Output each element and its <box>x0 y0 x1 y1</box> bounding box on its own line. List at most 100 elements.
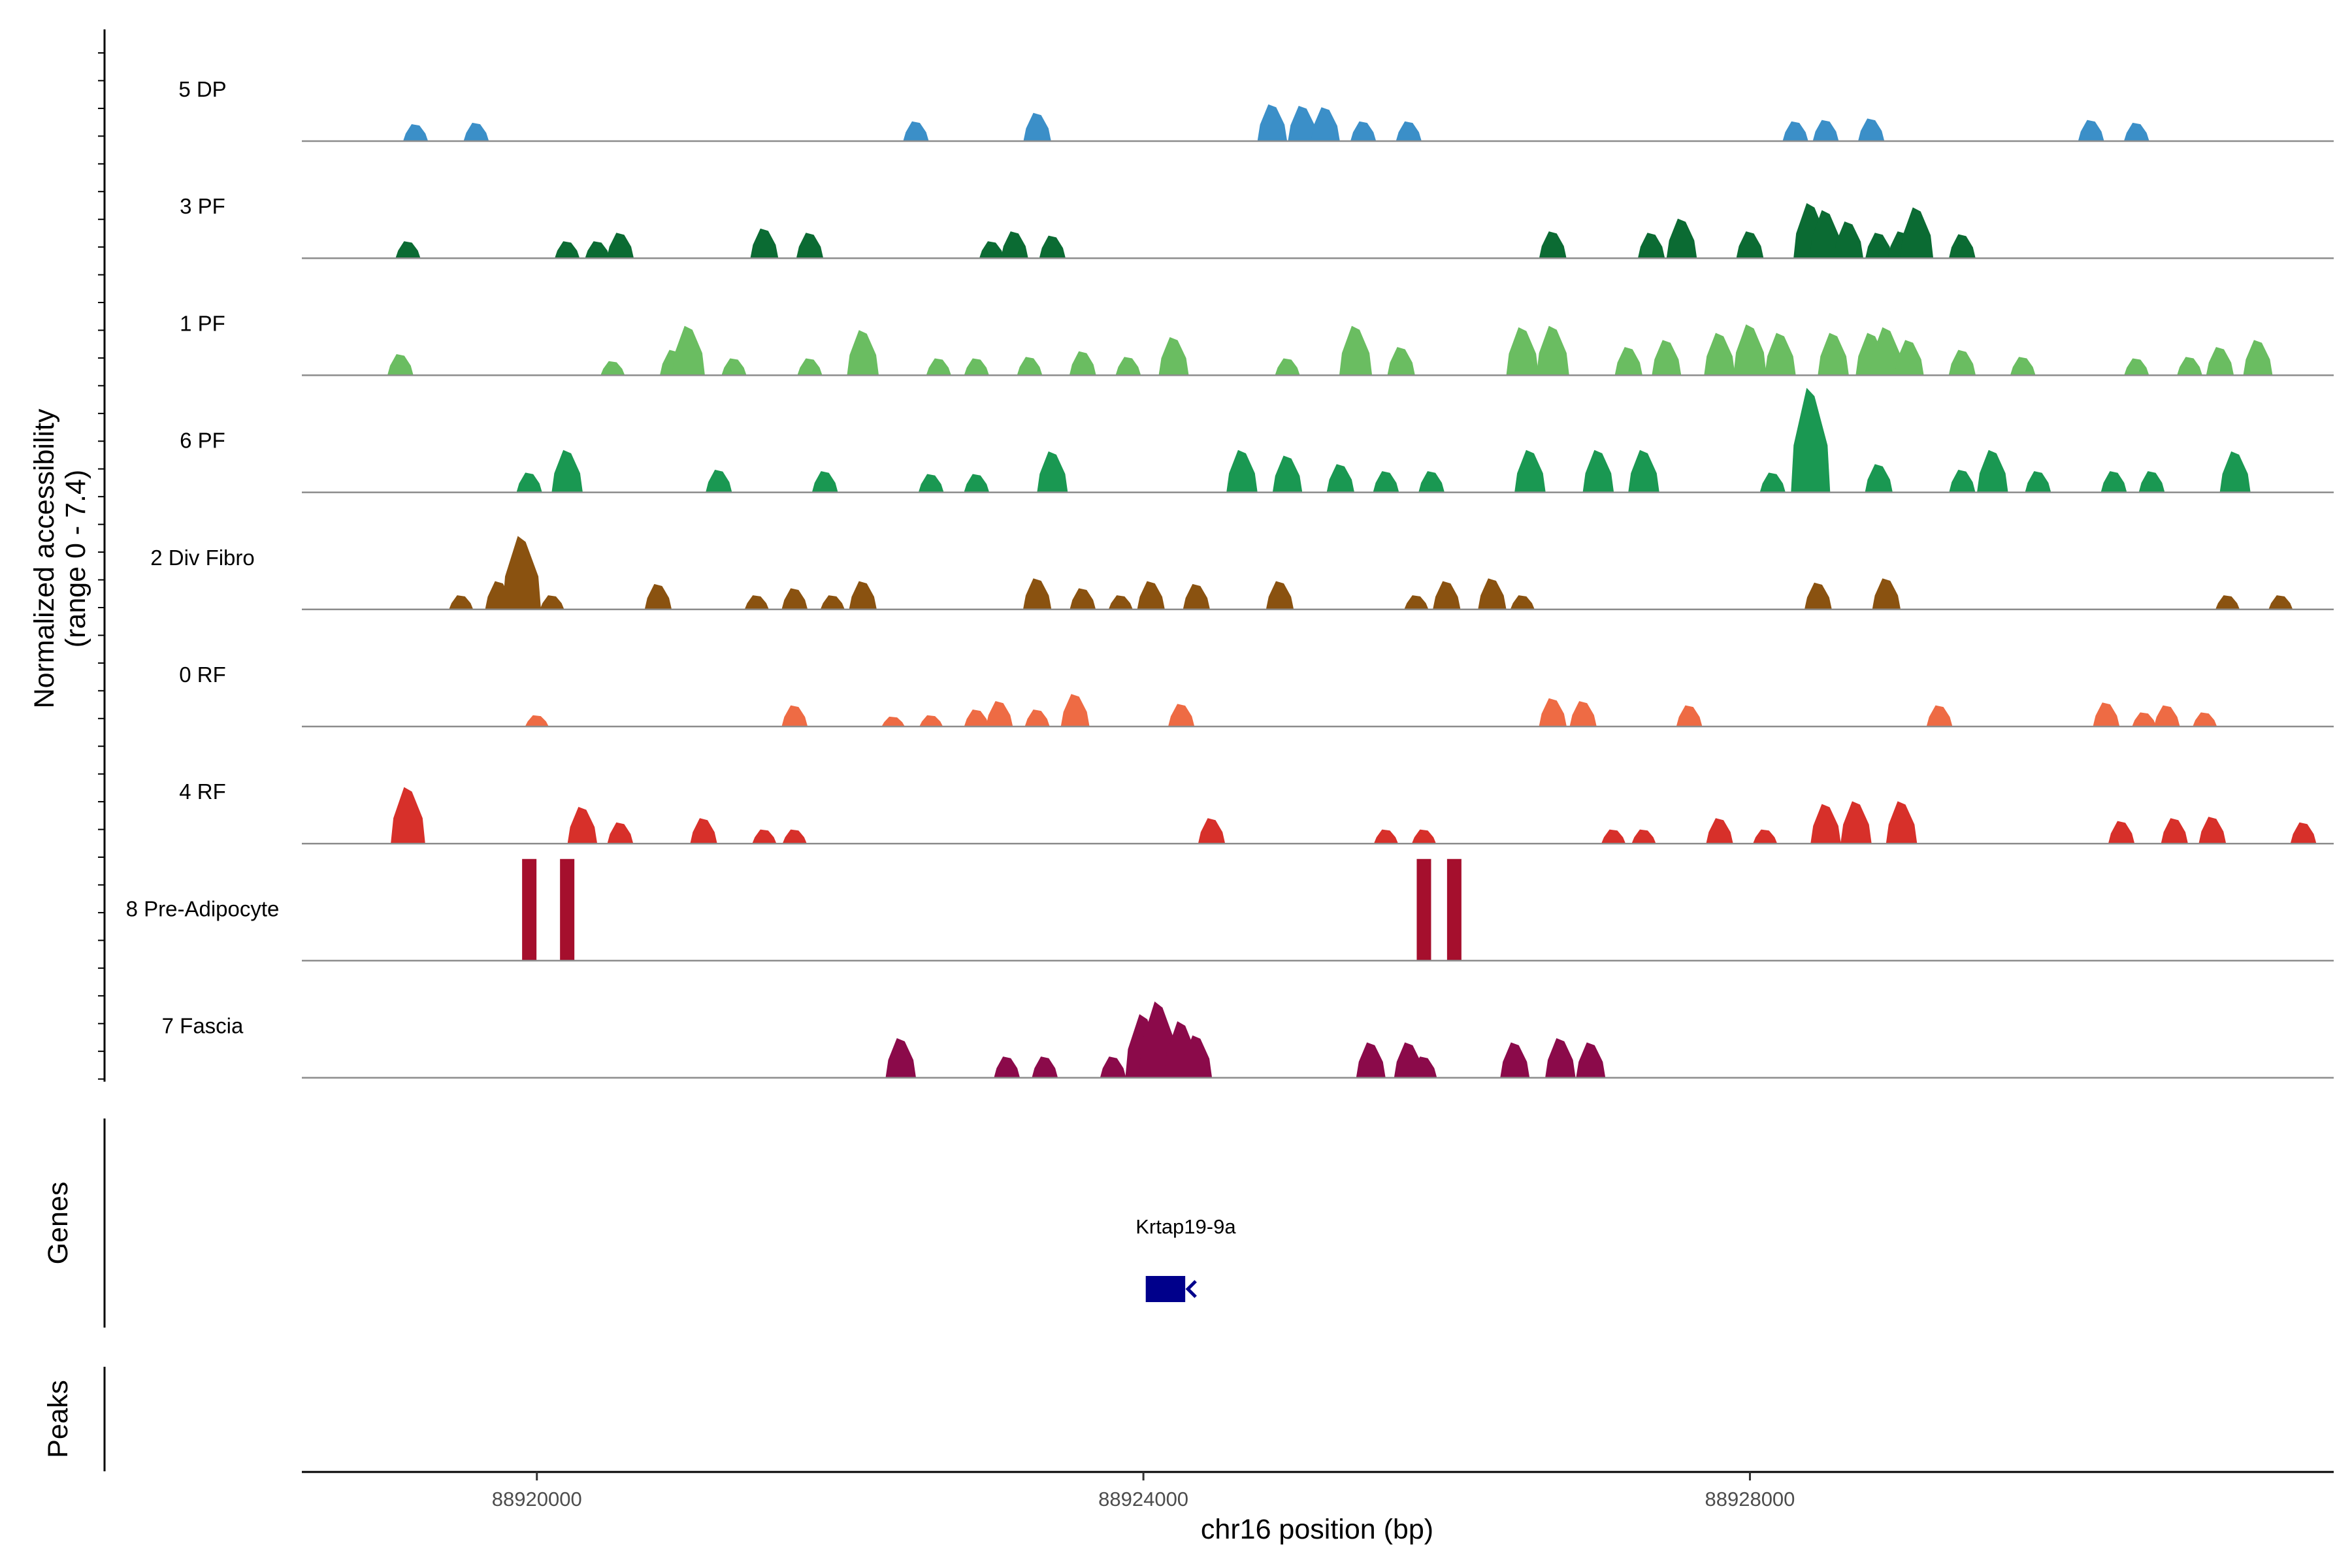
coverage-peak <box>2010 357 2036 376</box>
coverage-peak <box>2268 595 2293 610</box>
coverage-peak <box>903 121 929 141</box>
coverage-peak <box>1037 451 1068 493</box>
track-label: 4 RF <box>179 779 226 804</box>
coverage-peak <box>847 330 879 376</box>
coverage-peak <box>1446 858 1462 961</box>
coverage-peak <box>1539 231 1567 259</box>
coverage-peak <box>979 241 1005 259</box>
coverage-peak <box>395 241 421 259</box>
gene-label: Krtap19-9a <box>1135 1215 1236 1238</box>
genes-section-label: Genes <box>42 1182 74 1265</box>
coverage-peak <box>1311 107 1340 141</box>
x-tick-label: 88928000 <box>1705 1488 1795 1511</box>
coverage-peak <box>1024 710 1050 727</box>
coverage-peak <box>463 122 489 141</box>
coverage-peak <box>1183 583 1210 610</box>
coverage-peak <box>690 818 717 844</box>
coverage-peak <box>1948 234 1976 259</box>
coverage-peak <box>1704 333 1735 376</box>
coverage-peak <box>585 241 610 259</box>
coverage-peak <box>1539 698 1567 727</box>
coverage-peak <box>964 710 989 727</box>
coverage-peak <box>2206 347 2234 376</box>
coverage-peak <box>1804 582 1832 610</box>
coverage-peak <box>2177 357 2202 376</box>
coverage-peak <box>2138 471 2165 493</box>
coverage-peak <box>1288 105 1318 141</box>
coverage-peak <box>1181 1035 1213 1078</box>
coverage-peak <box>2193 712 2217 727</box>
coverage-peak <box>796 233 824 259</box>
track-4-rf: 4 RF <box>179 779 2334 845</box>
coverage-peak <box>782 829 807 844</box>
coverage-peak <box>1000 231 1028 259</box>
coverage-peak <box>1032 1056 1058 1078</box>
coverage-peak <box>1017 357 1043 376</box>
coverage-peak <box>516 472 542 493</box>
coverage-peak <box>1810 804 1841 844</box>
coverage-peak <box>811 471 838 493</box>
coverage-peak <box>964 474 990 493</box>
coverage-peak <box>781 588 808 610</box>
coverage-peak <box>1706 818 1733 844</box>
track-label: 1 PF <box>180 311 225 335</box>
coverage-peak <box>1137 581 1165 610</box>
coverage-peak <box>1582 449 1614 493</box>
coverage-peak <box>1158 337 1189 376</box>
coverage-peak <box>1753 829 1778 844</box>
coverage-peak <box>1070 588 1096 610</box>
coverage-peak <box>1614 347 1642 376</box>
coverage-peak <box>1433 581 1461 610</box>
coverage-peak <box>391 787 425 844</box>
coverage-peak <box>1198 818 1226 844</box>
coverage-peak <box>672 325 705 376</box>
coverage-peak <box>1652 340 1682 376</box>
coverage-peak <box>1022 578 1052 610</box>
coverage-peak <box>820 595 845 610</box>
track-label: 3 PF <box>180 194 225 218</box>
coverage-peak <box>1500 1042 1530 1078</box>
track-2-div-fibro: 2 Div Fibro <box>150 536 2334 611</box>
coverage-peak <box>797 358 823 376</box>
coverage-peak <box>1387 347 1415 376</box>
track-label: 5 DP <box>178 77 226 101</box>
coverage-peak <box>1666 218 1697 259</box>
coverage-peak <box>1809 210 1842 259</box>
coverage-peak <box>1226 449 1258 493</box>
coverage-peak <box>881 716 905 727</box>
track-label: 6 PF <box>180 429 225 453</box>
coverage-peak <box>1818 333 1849 376</box>
coverage-peak <box>522 858 537 961</box>
coverage-peak <box>985 701 1013 727</box>
coverage-peak <box>964 358 989 376</box>
coverage-peak <box>1404 595 1429 610</box>
gene-strand-arrow <box>1185 1280 1197 1298</box>
coverage-peak <box>1373 471 1399 493</box>
coverage-peak <box>1478 578 1507 610</box>
coverage-peak <box>1736 231 1764 259</box>
coverage-peak <box>1949 470 1976 493</box>
coverage-peak <box>1069 351 1096 376</box>
coverage-peak <box>560 858 575 961</box>
track-label: 7 Fascia <box>162 1014 244 1038</box>
gene-exon <box>1145 1276 1186 1302</box>
coverage-peak <box>1418 471 1445 493</box>
coverage-peak <box>781 705 808 727</box>
gene-annotations: Krtap19-9a <box>1135 1215 1236 1302</box>
coverage-peak <box>2093 702 2120 727</box>
track-3-pf: 3 PF <box>180 194 2334 259</box>
left-axis <box>98 29 106 1082</box>
coverage-peak <box>1356 1042 1386 1078</box>
coverage-peak <box>1833 221 1864 259</box>
coverage-peak <box>1168 704 1195 727</box>
coverage-peak <box>607 822 634 844</box>
coverage-peak <box>1339 325 1373 376</box>
coverage-peak <box>1894 340 1924 376</box>
track-label: 0 RF <box>179 662 226 687</box>
coverage-peak <box>994 1056 1021 1078</box>
coverage-peak <box>1865 464 1893 493</box>
track-6-pf: 6 PF <box>180 387 2334 493</box>
coverage-peak <box>525 715 549 727</box>
coverage-peak <box>2161 818 2188 844</box>
